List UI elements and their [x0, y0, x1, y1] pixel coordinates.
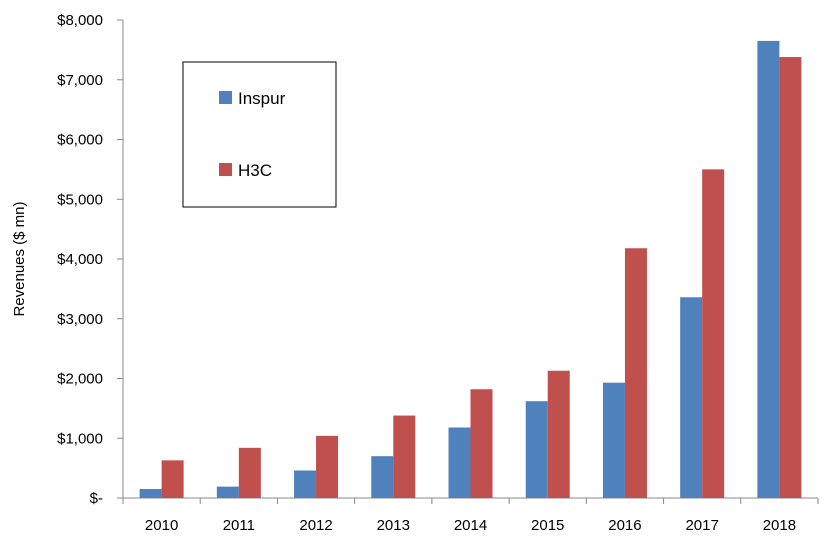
legend-swatch-1: [219, 163, 232, 176]
bar-h3c-2018: [779, 57, 802, 499]
y-tick-label: $1,000: [57, 430, 103, 447]
bar-inspur-2015: [525, 401, 548, 498]
x-tick-label: 2018: [763, 517, 796, 534]
bar-h3c-2011: [238, 447, 261, 498]
legend-swatch-0: [219, 91, 232, 104]
y-axis-label: Revenues ($ mn): [11, 201, 28, 316]
y-axis: $- $1,000 $2,000 $3,000 $4,000 $5,000 $6,000 $7…: [57, 12, 124, 507]
legend: Inspur H3C: [182, 61, 337, 208]
bar-h3c-2017: [702, 169, 725, 498]
bar-h3c-2015: [547, 370, 570, 498]
x-tick-label: 2011: [223, 517, 255, 534]
bar-h3c-2014: [470, 389, 493, 498]
bar-inspur-2018: [757, 40, 780, 498]
x-tick-label: 2015: [531, 517, 564, 534]
bar-inspur-2016: [602, 382, 625, 498]
bar-h3c-2010: [161, 460, 184, 498]
y-tick-label: $8,000: [57, 12, 103, 29]
bars: [139, 40, 802, 499]
x-tick-label: 2017: [685, 517, 718, 534]
y-tick-label: $3,000: [57, 311, 103, 328]
y-tick-label: $7,000: [57, 72, 103, 89]
bar-inspur-2012: [294, 470, 317, 498]
bar-inspur-2013: [371, 456, 394, 498]
bar-h3c-2013: [393, 415, 416, 498]
y-tick-label: $5,000: [57, 191, 103, 208]
y-tick-label: $4,000: [57, 251, 103, 268]
x-tick-label: 2016: [608, 517, 641, 534]
bar-inspur-2017: [680, 297, 703, 498]
bar-inspur-2010: [139, 489, 162, 498]
bar-h3c-2012: [316, 435, 339, 498]
legend-label-1: H3C: [238, 161, 272, 180]
legend-box: [182, 61, 337, 208]
bar-h3c-2016: [624, 248, 647, 498]
y-tick-label: $6,000: [57, 132, 103, 149]
x-tick-label: 2010: [145, 517, 178, 534]
x-tick-label: 2014: [454, 517, 487, 534]
bar-inspur-2014: [448, 427, 471, 498]
bar-inspur-2011: [216, 486, 239, 498]
x-tick-label: 2013: [377, 517, 410, 534]
y-tick-label: $-: [90, 490, 103, 507]
legend-label-0: Inspur: [238, 89, 286, 108]
x-tick-label: 2012: [299, 517, 332, 534]
x-axis: 2010 2011 2012 2013 2014 2015 2016 2017 2018: [122, 497, 819, 534]
y-tick-label: $2,000: [57, 371, 103, 388]
